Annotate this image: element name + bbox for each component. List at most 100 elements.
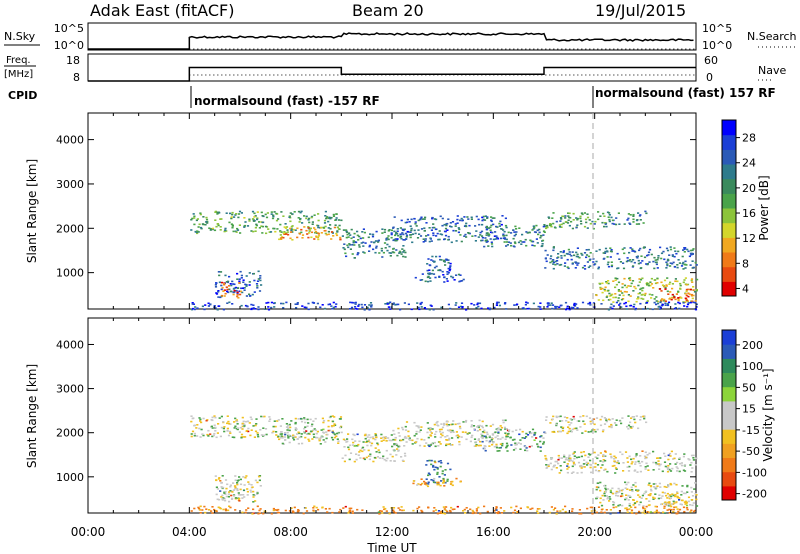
echo-cell <box>465 222 468 225</box>
echo-cell <box>525 447 528 449</box>
echo-cell <box>413 218 416 220</box>
echo-cell <box>562 426 565 429</box>
echo-cell <box>567 212 570 214</box>
echo-cell <box>487 233 490 235</box>
echo-cell <box>326 511 329 513</box>
freq-label-line1: Freq. <box>6 55 31 66</box>
echo-cell <box>254 215 257 217</box>
echo-cell <box>495 304 498 306</box>
echo-cell <box>614 467 618 469</box>
echo-cell <box>363 449 366 451</box>
echo-cell <box>242 281 245 283</box>
echo-cell <box>219 296 222 299</box>
echo-cell <box>645 212 648 215</box>
echo-cell <box>283 226 286 228</box>
echo-cell <box>626 511 629 513</box>
echo-cell <box>529 239 532 242</box>
echo-cell <box>663 285 666 288</box>
echo-cell <box>595 417 599 419</box>
echo-cell <box>236 227 239 230</box>
echo-cell <box>618 304 621 306</box>
echo-cell <box>459 219 462 222</box>
echo-cell <box>621 292 624 294</box>
echo-cell <box>402 438 405 441</box>
echo-cell <box>255 283 259 285</box>
echo-cell <box>677 299 680 302</box>
echo-cell <box>277 511 281 514</box>
echo-cell <box>357 305 360 307</box>
echo-cell <box>671 293 674 296</box>
echo-cell <box>470 436 473 439</box>
echo-cell <box>314 231 318 233</box>
echo-cell <box>477 438 480 440</box>
echo-cell <box>617 281 621 284</box>
echo-cell <box>204 304 207 306</box>
echo-cell <box>543 231 546 233</box>
echo-cell <box>250 418 253 421</box>
echo-cell <box>441 270 444 273</box>
echo-cell <box>401 232 404 234</box>
echo-cell <box>588 259 591 262</box>
echo-cell <box>480 307 483 310</box>
echo-cell <box>349 234 352 236</box>
echo-cell <box>220 482 223 484</box>
echo-cell <box>470 425 473 428</box>
echo-cell <box>479 231 482 234</box>
echo-cell <box>585 415 588 418</box>
echo-cell <box>547 304 550 306</box>
echo-cell <box>212 434 215 437</box>
echo-cell <box>505 245 508 247</box>
echo-cell <box>246 494 249 496</box>
echo-cell <box>262 434 266 437</box>
echo-cell <box>411 443 414 445</box>
echo-cell <box>641 450 644 452</box>
echo-cell <box>666 277 669 279</box>
echo-cell <box>287 437 290 439</box>
echo-cell <box>495 446 499 449</box>
echo-cell <box>231 211 234 214</box>
echo-cell <box>414 223 417 225</box>
echo-cell <box>275 212 278 215</box>
x-tick-label: 08:00 <box>273 525 308 539</box>
echo-cell <box>298 233 301 235</box>
echo-cell <box>233 216 236 218</box>
echo-cell <box>256 432 259 434</box>
echo-cell <box>653 279 656 281</box>
echo-cell <box>233 485 237 487</box>
echo-cell <box>237 216 240 219</box>
echo-cell <box>270 213 273 215</box>
echo-cell <box>621 492 624 495</box>
echo-cell <box>227 420 230 423</box>
echo-cell <box>688 459 691 461</box>
echo-cell <box>436 424 439 426</box>
echo-cell <box>566 258 569 261</box>
echo-cell <box>351 444 354 446</box>
echo-cell <box>252 230 255 233</box>
echo-cell <box>658 482 661 485</box>
echo-cell <box>687 500 690 503</box>
echo-cell <box>363 231 366 234</box>
echo-cell <box>389 460 392 462</box>
echo-cell <box>501 215 504 217</box>
echo-cell <box>327 227 330 229</box>
echo-cell <box>643 246 646 248</box>
echo-cell <box>593 223 596 225</box>
echo-cell <box>243 424 246 426</box>
echo-cell <box>692 459 695 461</box>
echo-cell <box>481 216 484 219</box>
echo-cell <box>615 506 618 508</box>
echo-cell <box>256 280 260 282</box>
echo-cell <box>368 458 371 461</box>
echo-cell <box>691 249 694 252</box>
echo-cell <box>539 306 542 308</box>
echo-cell <box>491 245 494 248</box>
echo-cell <box>692 510 695 513</box>
echo-cell <box>479 234 482 236</box>
echo-cell <box>694 509 697 512</box>
echo-cell <box>412 482 415 485</box>
echo-cell <box>458 422 461 425</box>
echo-cell <box>380 247 383 250</box>
echo-cell <box>644 451 647 454</box>
echo-cell <box>450 226 453 228</box>
echo-cell <box>630 509 634 512</box>
